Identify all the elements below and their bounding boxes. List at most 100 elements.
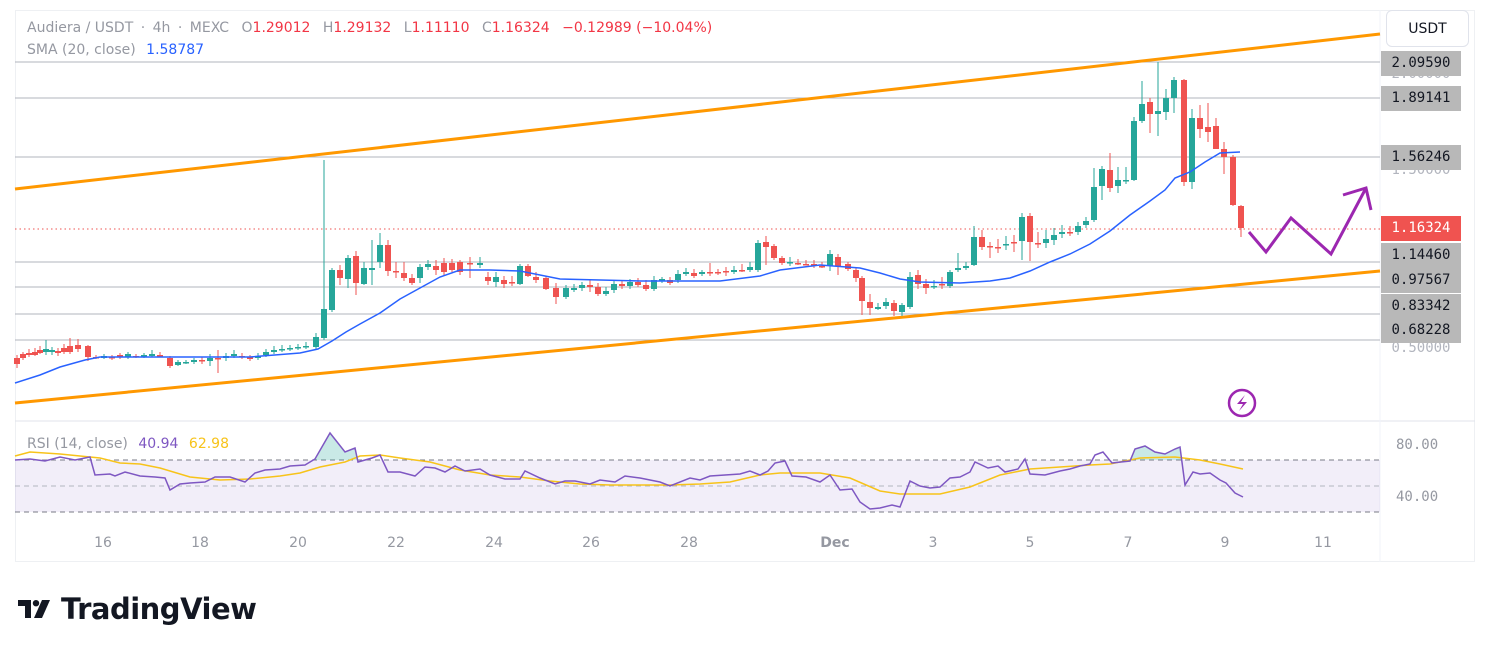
candle-up [627,282,633,286]
candle-up [125,354,131,357]
candle-up [1131,121,1137,180]
symbol-legend: Audiera / USDT · 4h · MEXC O1.29012 H1.2… [27,17,712,61]
candle-down [167,358,173,366]
candle-up [747,267,753,270]
candle-up [1091,187,1097,220]
candle-up [1051,235,1057,240]
candle-down [337,270,343,278]
candle-up [1171,80,1177,98]
candle-up [517,266,523,284]
candle-down [467,263,473,265]
close-label: C [481,20,492,36]
candle-up [329,270,335,310]
candle-down [1197,118,1203,129]
rsi-ma-value: 62.98 [188,436,229,452]
candle-up [345,258,351,279]
candle-up [149,354,155,356]
candle-up [651,280,657,289]
candle-down [1230,157,1236,205]
candle-up [1075,226,1081,232]
candle-up [675,274,681,280]
close-value: 1.16324 [491,20,550,36]
lightning-bolt-icon [1237,395,1247,411]
chart-frame [15,10,1475,562]
tradingview-logo[interactable]: TradingView [18,592,257,626]
candle-down [691,273,697,276]
channel-upper-line [14,32,1381,191]
candle-down [1027,216,1033,242]
candle-up [611,284,617,290]
candle-down [979,237,985,247]
candle-up [971,237,977,265]
candle-up [271,350,277,352]
candle-up [287,348,293,350]
candle-down [55,351,61,353]
candle-up [731,270,737,272]
candle-down [635,282,641,285]
level-price-label: 2.09590 [1381,51,1461,76]
candle-down [26,353,32,355]
candle-down [543,278,549,289]
candle-down [433,266,439,270]
candle-down [85,346,91,357]
level-price-label: 0.97567 [1381,268,1461,293]
level-price-label: 0.83342 [1381,294,1461,319]
time-axis-tick: 18 [191,535,209,551]
candle-down [1107,170,1113,188]
time-axis-tick: 5 [1025,535,1035,551]
candle-up [1139,104,1145,121]
tradingview-wordmark: TradingView [61,592,257,626]
candle-up [1099,169,1105,186]
candle-up [827,254,833,266]
candle-down [509,282,515,284]
time-axis-tick: 24 [485,535,503,551]
candle-down [853,270,859,278]
interval[interactable]: 4h [152,20,171,36]
candle-down [939,284,945,286]
candle-up [369,268,375,270]
candle-down [61,348,67,352]
current-price-label: 1.16324 [1381,216,1461,241]
candle-down [1213,126,1219,149]
candle-up [907,277,913,307]
symbol-name[interactable]: Audiera / USDT [27,20,134,36]
candle-up [875,307,881,309]
candle-down [501,280,507,284]
candle-up [1003,244,1009,246]
candle-down [739,270,745,272]
candle-up [1189,118,1195,182]
rsi-band-background [15,460,1380,512]
time-axis-tick: 28 [680,535,698,551]
candle-down [14,358,20,364]
candle-up [417,267,423,278]
candle-down [867,302,873,308]
candle-down [385,245,391,271]
tradingview-logo-icon [18,600,50,618]
candle-down [771,246,777,258]
channel-lower-line [14,269,1381,405]
candle-down [643,285,649,289]
candle-down [1205,127,1211,132]
candle-up [1115,180,1121,186]
candle-down [409,278,415,283]
rsi-axis-tick: 80.00 [1396,437,1439,453]
candle-up [563,288,569,297]
rsi-legend[interactable]: RSI (14, close) 40.94 62.98 [27,436,235,452]
candle-down [533,277,539,280]
candle-up [279,349,285,351]
price-axis-tick: 0.50000 [1391,340,1451,356]
high-label: H [322,20,334,36]
candle-down [37,350,43,353]
candle-up [175,362,181,365]
exchange: MEXC [189,20,230,36]
candle-down [1067,232,1073,234]
currency-button[interactable]: USDT [1386,10,1469,47]
sma-row[interactable]: SMA (20, close) 1.58787 [27,39,712,61]
candle-up [1123,180,1129,182]
rsi-overbought-fill [315,433,358,460]
candle-down [32,352,38,355]
candle-down [553,288,559,297]
candle-down [1181,80,1187,182]
sma-line [14,151,1241,384]
